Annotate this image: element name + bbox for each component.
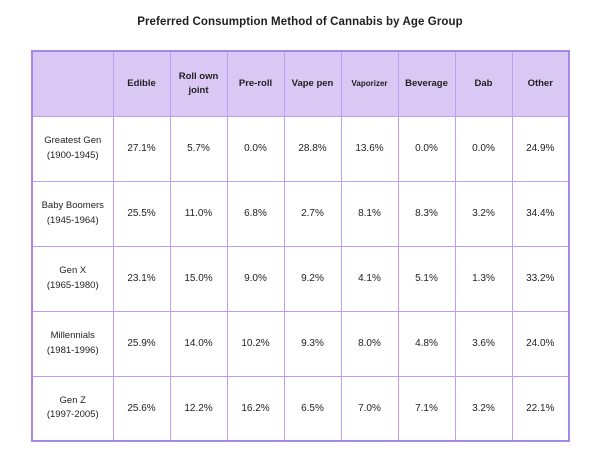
- table-row-gen-x: Gen X (1965-1980) 23.1% 15.0% 9.0% 9.2% …: [31, 245, 570, 312]
- table-cell: 13.6%: [340, 115, 399, 182]
- row-label: Gen Z: [59, 395, 86, 406]
- table-cell: 7.0%: [340, 375, 399, 442]
- table-cell: 3.2%: [454, 375, 513, 442]
- table-cell: 5.7%: [169, 115, 228, 182]
- table-cell: 9.2%: [283, 245, 342, 312]
- column-header-dab: Dab: [454, 50, 513, 117]
- row-header-gen-z: Gen Z (1997-2005): [31, 375, 114, 442]
- row-label: Millennials: [50, 330, 95, 342]
- table-cell: 8.3%: [397, 180, 456, 247]
- row-sublabel: (1997-2005): [46, 409, 99, 421]
- table-cell: 15.0%: [169, 245, 228, 312]
- row-sublabel: (1945-1964): [46, 214, 99, 226]
- row-label: Gen X: [59, 265, 87, 277]
- row-label: Baby Boomers: [41, 200, 104, 212]
- table-cell: 4.1%: [340, 245, 399, 312]
- table-cell: 4.8%: [397, 310, 456, 377]
- table-row-gen-z: Gen Z (1997-2005) 25.6% 12.2% 16.2% 6.5%…: [31, 375, 570, 442]
- table-cell: 10.2%: [226, 310, 285, 377]
- chart-title: Preferred Consumption Method of Cannabis…: [137, 16, 463, 28]
- table-cell: 0.0%: [226, 115, 285, 182]
- column-header-other: Other: [511, 50, 570, 117]
- table-cell: 25.9%: [112, 310, 171, 377]
- column-header-beverage: Beverage: [397, 50, 456, 117]
- column-header-vape-pen: Vape pen: [283, 50, 342, 117]
- row-sublabel: (1965-1980): [46, 279, 99, 291]
- table-cell: 0.0%: [454, 115, 513, 182]
- table-row-baby-boomers: Baby Boomers (1945-1964) 25.5% 11.0% 6.8…: [31, 180, 570, 247]
- column-header-pre-roll: Pre-roll: [226, 50, 285, 117]
- table-cell: 8.0%: [340, 310, 399, 377]
- column-header-roll-own-joint: Roll own joint: [169, 50, 228, 117]
- table-cell: 0.0%: [397, 115, 456, 182]
- row-header-greatest-gen: Greatest Gen (1900-1945): [31, 115, 114, 182]
- table-cell: 8.1%: [340, 180, 399, 247]
- table-cell: 24.0%: [511, 310, 570, 377]
- table-cell: 5.1%: [397, 245, 456, 312]
- table-row-millennials: Millennials (1981-1996) 25.9% 14.0% 10.2…: [31, 310, 570, 377]
- table-cell: 9.3%: [283, 310, 342, 377]
- table-cell: 7.1%: [397, 375, 456, 442]
- table-cell: 6.8%: [226, 180, 285, 247]
- table-cell: 9.0%: [226, 245, 285, 312]
- row-header-gen-x: Gen X (1965-1980): [31, 245, 114, 312]
- table-cell: 16.2%: [226, 375, 285, 442]
- table-cell: 3.6%: [454, 310, 513, 377]
- row-header-millennials: Millennials (1981-1996): [31, 310, 114, 377]
- table-cell: 2.7%: [283, 180, 342, 247]
- table-cell: 22.1%: [511, 375, 570, 442]
- table-cell: 11.0%: [169, 180, 228, 247]
- table-cell: 3.2%: [454, 180, 513, 247]
- header-row: Edible Roll own joint Pre-roll Vape pen …: [31, 50, 570, 117]
- consumption-method-table: Edible Roll own joint Pre-roll Vape pen …: [31, 50, 570, 442]
- table-cell: 23.1%: [112, 245, 171, 312]
- table-cell: 12.2%: [169, 375, 228, 442]
- column-header-vaporizer: Vaporizer: [340, 50, 399, 117]
- row-header-baby-boomers: Baby Boomers (1945-1964): [31, 180, 114, 247]
- table-cell: 34.4%: [511, 180, 570, 247]
- row-sublabel: (1900-1945): [46, 149, 99, 161]
- column-header-edible: Edible: [112, 50, 171, 117]
- table-cell: 25.6%: [112, 375, 171, 442]
- table-cell: 6.5%: [283, 375, 342, 442]
- table-row-greatest-gen: Greatest Gen (1900-1945) 27.1% 5.7% 0.0%…: [31, 115, 570, 182]
- table-cell: 33.2%: [511, 245, 570, 312]
- table-cell: 27.1%: [112, 115, 171, 182]
- column-header-corner: [31, 50, 114, 117]
- row-label: Greatest Gen: [44, 135, 102, 147]
- table-cell: 1.3%: [454, 245, 513, 312]
- table-cell: 25.5%: [112, 180, 171, 247]
- table-cell: 14.0%: [169, 310, 228, 377]
- table-cell: 24.9%: [511, 115, 570, 182]
- table-cell: 28.8%: [283, 115, 342, 182]
- row-sublabel: (1981-1996): [46, 344, 99, 356]
